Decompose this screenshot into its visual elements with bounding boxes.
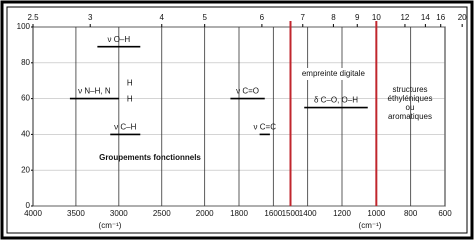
nh-mark: H xyxy=(127,95,133,104)
x-axis-label: (cm⁻¹) xyxy=(359,221,382,230)
x-tick-label: 1000 xyxy=(367,209,385,218)
annotation: Groupements fonctionnels xyxy=(99,153,201,162)
x2-tick-label: 14 xyxy=(421,13,430,22)
band-label: ν N–H, N xyxy=(78,87,111,96)
annotation: aromatiques xyxy=(388,112,432,121)
x-tick-label: 800 xyxy=(404,209,418,218)
y-tick-label: 60 xyxy=(21,94,30,103)
band-label: δ C–O, O–H xyxy=(314,96,358,105)
annotation-box xyxy=(295,68,372,80)
x2-tick-label: 8 xyxy=(331,13,336,22)
annotation: éthyléniques xyxy=(388,94,433,103)
x-tick-label: 1600 xyxy=(264,209,282,218)
x-tick-label: 600 xyxy=(438,209,452,218)
x-tick-label: 1400 xyxy=(299,209,317,218)
x2-tick-label: 3 xyxy=(88,13,93,22)
x-tick-label: 3000 xyxy=(110,209,128,218)
inner-frame xyxy=(6,6,468,234)
band-label: ν C=O xyxy=(236,87,259,96)
annotation: empreinte digitale xyxy=(302,69,366,78)
x-axis-label: (cm⁻¹) xyxy=(99,221,122,230)
x-tick-label: 1200 xyxy=(333,209,351,218)
x2-tick-label: 6 xyxy=(260,13,265,22)
x2-tick-label: 9 xyxy=(355,13,360,22)
y-tick-label: 20 xyxy=(21,165,30,174)
x2-tick-label: 20 xyxy=(458,13,467,22)
x2-tick-label: 16 xyxy=(436,13,445,22)
x-tick-label: 2500 xyxy=(153,209,171,218)
x2-tick-label: 2.5 xyxy=(27,13,39,22)
y-tick-label: 40 xyxy=(21,130,30,139)
x-tick-label: 1500 xyxy=(282,209,300,218)
x2-tick-label: 12 xyxy=(400,13,409,22)
y-tick-label: 100 xyxy=(17,22,31,31)
annotation: ou xyxy=(406,103,415,112)
annotation: structures xyxy=(392,85,427,94)
x-tick-label: 2000 xyxy=(196,209,214,218)
x-tick-label: 3500 xyxy=(67,209,85,218)
band-label: ν C=C xyxy=(254,123,277,132)
band-label: ν C–H xyxy=(114,123,136,132)
band-label: ν O–H xyxy=(107,35,130,44)
x-tick-label: 4000 xyxy=(24,209,42,218)
x2-tick-label: 5 xyxy=(202,13,207,22)
y-tick-label: 80 xyxy=(21,58,30,67)
x2-tick-label: 10 xyxy=(372,13,381,22)
y-tick-label: 0 xyxy=(26,201,31,210)
x-tick-label: 1800 xyxy=(230,209,248,218)
x2-tick-label: 7 xyxy=(301,13,306,22)
nh-mark: H xyxy=(127,79,133,88)
x2-tick-label: 4 xyxy=(160,13,165,22)
